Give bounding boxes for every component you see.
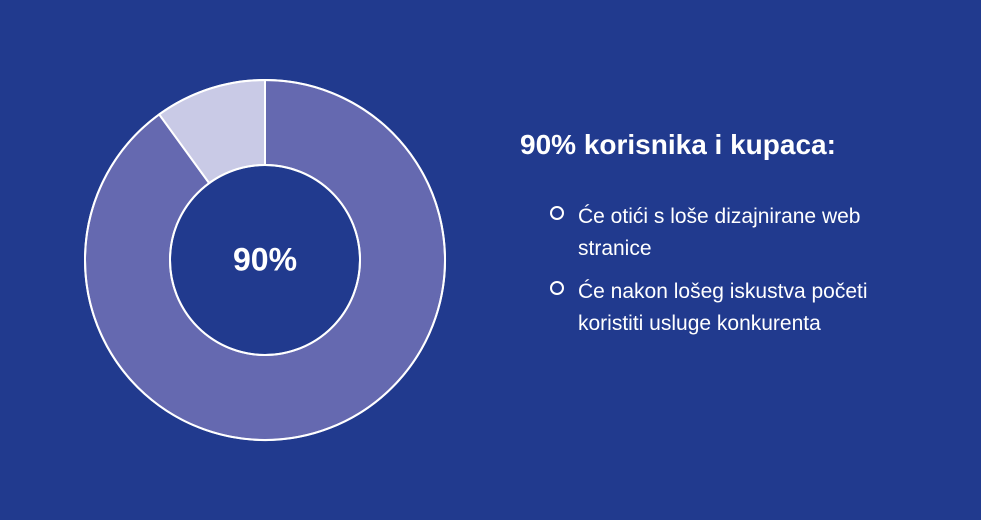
headline: 90% korisnika i kupaca: — [520, 129, 921, 161]
donut-center-label: 90% — [233, 242, 297, 279]
bullet-text: Će nakon lošeg iskustva početi koristiti… — [578, 276, 921, 339]
infographic-container: 90% 90% korisnika i kupaca: Će otići s l… — [0, 0, 981, 520]
bullet-circle-icon — [550, 206, 564, 220]
bullet-text: Će otići s loše dizajnirane web stranice — [578, 201, 921, 264]
bullet-item: Će otići s loše dizajnirane web stranice — [550, 201, 921, 264]
bullet-item: Će nakon lošeg iskustva početi koristiti… — [550, 276, 921, 339]
bullet-list: Će otići s loše dizajnirane web stranice… — [520, 201, 921, 339]
bullet-circle-icon — [550, 281, 564, 295]
donut-chart: 90% — [80, 75, 450, 445]
text-panel: 90% korisnika i kupaca: Će otići s loše … — [520, 129, 921, 391]
